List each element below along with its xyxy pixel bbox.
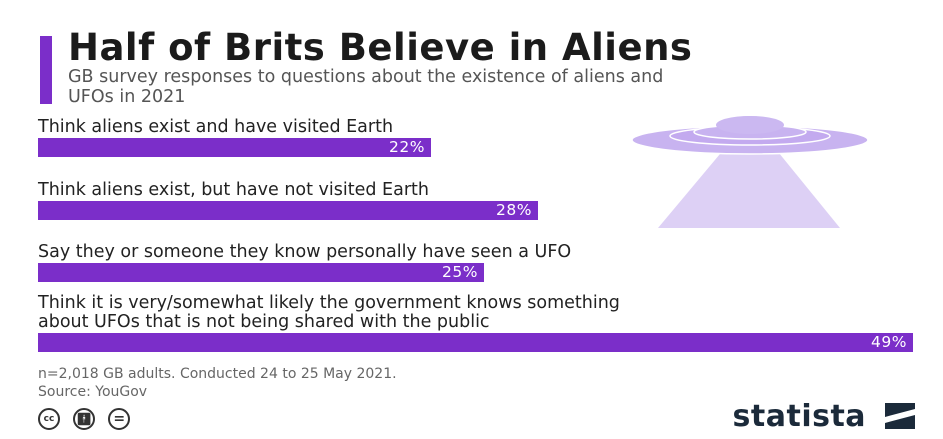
bar-value-label: 49% xyxy=(871,333,907,351)
ufo-beam xyxy=(658,142,840,228)
title-accent-bar xyxy=(40,36,52,104)
chart-subtitle: GB survey responses to questions about t… xyxy=(68,67,664,107)
brand-logo[interactable]: statista xyxy=(733,399,915,434)
bar-value-label: 28% xyxy=(496,201,532,219)
ufo-illustration xyxy=(631,116,869,228)
bar: 49% xyxy=(38,333,913,352)
cc-icon[interactable]: cc xyxy=(38,408,60,430)
bar-category-label: Say they or someone they know personally… xyxy=(38,242,572,262)
statista-logo-icon xyxy=(885,403,915,429)
footnote-sample: n=2,018 GB adults. Conducted 24 to 25 Ma… xyxy=(38,366,397,382)
bar-category-label: Think aliens exist, but have not visited… xyxy=(38,180,429,200)
no-derivatives-icon[interactable]: = xyxy=(108,408,131,430)
bar: 25% xyxy=(38,263,484,282)
footnote: n=2,018 GB adults. Conducted 24 to 25 Ma… xyxy=(38,365,397,401)
footnote-source: Source: YouGov xyxy=(38,384,148,400)
bar-category-label: Think aliens exist and have visited Eart… xyxy=(38,117,394,137)
bar-value-label: 22% xyxy=(389,138,425,156)
attribution-icon[interactable]: 🚹︎ xyxy=(73,408,96,430)
bar-value-label: 25% xyxy=(442,263,478,281)
chart-title: Half of Brits Believe in Aliens xyxy=(68,26,693,69)
bar: 28% xyxy=(38,201,538,220)
bar-category-label: Think it is very/somewhat likely the gov… xyxy=(38,293,620,332)
license-icons: cc 🚹︎ = xyxy=(38,408,138,432)
brand-name: statista xyxy=(732,399,867,434)
bar: 22% xyxy=(38,138,431,157)
